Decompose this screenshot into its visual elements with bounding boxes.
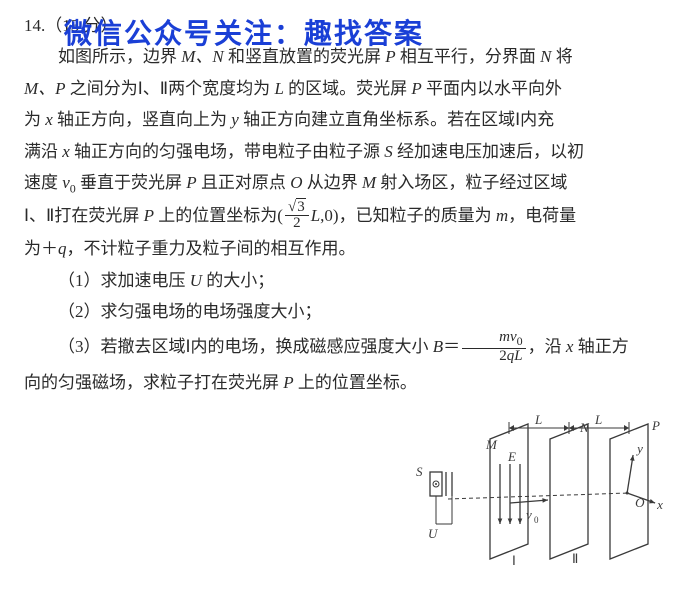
sym: U (190, 271, 202, 290)
question-number: 14. (24, 16, 45, 35)
svg-text:L: L (534, 412, 542, 427)
t: 且正对原点 (197, 173, 291, 192)
t: 相互平行，分界面 (396, 47, 541, 66)
sym: O (290, 173, 302, 192)
t: 将 (551, 47, 572, 66)
question-points: （13 分） (45, 16, 117, 35)
t: 射入场区，粒子经过区域 (376, 173, 567, 192)
svg-text:v: v (526, 507, 532, 522)
fraction: √32 (285, 200, 309, 233)
svg-text:O: O (635, 495, 645, 510)
physics-figure: M N P E S U L Lv0 Ox y Ⅰ Ⅱ (410, 399, 670, 589)
t: ，电荷量 (508, 206, 576, 225)
sym: P (186, 173, 196, 192)
svg-text:U: U (428, 526, 439, 541)
svg-text:S: S (416, 464, 423, 479)
sym: M、N (181, 47, 224, 66)
svg-text:y: y (635, 441, 643, 456)
q2: （2）求匀强电场的电场强度大小； (58, 302, 322, 321)
t: ，不计粒子重力及粒子间的相互作用。 (67, 239, 356, 258)
svg-text:Ⅰ: Ⅰ (512, 553, 516, 568)
sym: M (362, 173, 376, 192)
svg-text:E: E (507, 449, 516, 464)
sym: q (58, 239, 67, 258)
sym: P (385, 47, 395, 66)
sym: L (311, 206, 320, 225)
q3e: 上的位置坐标。 (294, 373, 417, 392)
t: 轴正方向，竖直向上为 (53, 110, 232, 129)
q3a: （3）若撤去区域Ⅰ内的电场，换成磁感应强度大小 (58, 337, 433, 356)
t: 经加速电压加速后，以初 (393, 142, 584, 161)
t: 满沿 (24, 142, 62, 161)
t: ,0)，已知粒子的质量为 (320, 206, 496, 225)
sym: y (231, 110, 239, 129)
sym: S (384, 142, 393, 161)
t: 轴正方向建立直角坐标系。若在区域Ⅰ内充 (239, 110, 554, 129)
t: 为 (24, 110, 45, 129)
t: 垂直于荧光屏 (76, 173, 187, 192)
t: 的区域。荧光屏 (284, 79, 412, 98)
t: 轴正方向的匀强电场，带电粒子由粒子源 (70, 142, 385, 161)
q1: （1）求加速电压 (58, 271, 190, 290)
svg-text:M: M (485, 437, 498, 452)
t: 为＋ (24, 239, 58, 258)
fraction: mv02qL (462, 330, 526, 364)
t: 速度 (24, 173, 62, 192)
sym: M、P (24, 79, 66, 98)
svg-text:0: 0 (534, 515, 539, 525)
t: Ⅰ、Ⅱ打在荧光屏 (24, 206, 144, 225)
sym: P (283, 373, 293, 392)
sym: x (45, 110, 53, 129)
sym: B (433, 337, 443, 356)
t: 如图所示，边界 (58, 47, 181, 66)
svg-text:Ⅱ: Ⅱ (572, 551, 578, 566)
q1b: 的大小； (202, 271, 274, 290)
sym: P (144, 206, 154, 225)
svg-text:x: x (656, 497, 663, 512)
sym: v (62, 173, 70, 192)
t: 上的位置坐标为( (154, 206, 283, 225)
t: 从边界 (302, 173, 362, 192)
svg-text:L: L (594, 412, 602, 427)
q3b: ，沿 (528, 337, 566, 356)
sym: P (411, 79, 421, 98)
q3d: 向的匀强磁场，求粒子打在荧光屏 (24, 373, 283, 392)
svg-text:N: N (579, 420, 590, 435)
t: 之间分为Ⅰ、Ⅱ两个宽度均为 (70, 79, 275, 98)
eq: ＝ (443, 337, 460, 356)
sym: x (62, 142, 70, 161)
svg-text:P: P (651, 418, 660, 433)
t: 和竖直放置的荧光屏 (224, 47, 386, 66)
sym: N (540, 47, 551, 66)
t: 平面内以水平向外 (422, 79, 562, 98)
q3c: 轴正方 (573, 337, 628, 356)
problem-body: 如图所示，边界 M、N 和竖直放置的荧光屏 P 相互平行，分界面 N 将 M、P… (24, 41, 676, 398)
sym: m (496, 206, 508, 225)
sym: L (274, 79, 283, 98)
